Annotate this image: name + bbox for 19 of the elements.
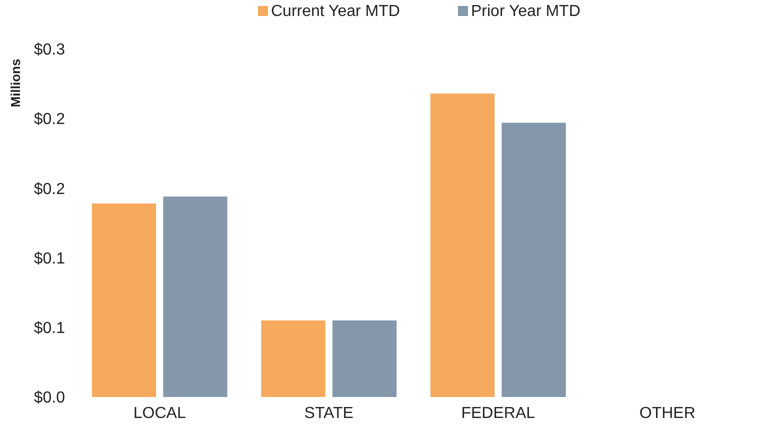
bar xyxy=(430,94,495,397)
legend-label: Current Year MTD xyxy=(271,3,400,20)
x-tick-label: FEDERAL xyxy=(461,405,536,422)
legend-label: Prior Year MTD xyxy=(471,3,580,20)
bar xyxy=(163,196,228,397)
bar xyxy=(502,122,566,397)
x-tick-label: OTHER xyxy=(639,405,696,422)
bar xyxy=(332,320,397,397)
x-tick-label: STATE xyxy=(304,405,354,422)
y-axis-title: Millions xyxy=(8,58,23,108)
y-tick-label: $0.1 xyxy=(34,320,66,337)
y-tick-label: $0.0 xyxy=(34,390,66,407)
y-tick-label: $0.2 xyxy=(34,111,66,128)
y-tick-label: $0.2 xyxy=(34,180,66,198)
y-tick-label: $0.1 xyxy=(34,250,66,268)
y-tick-label: $0.3 xyxy=(34,42,66,59)
bar xyxy=(261,320,326,397)
bar xyxy=(92,204,156,397)
x-tick-label: LOCAL xyxy=(133,405,186,422)
